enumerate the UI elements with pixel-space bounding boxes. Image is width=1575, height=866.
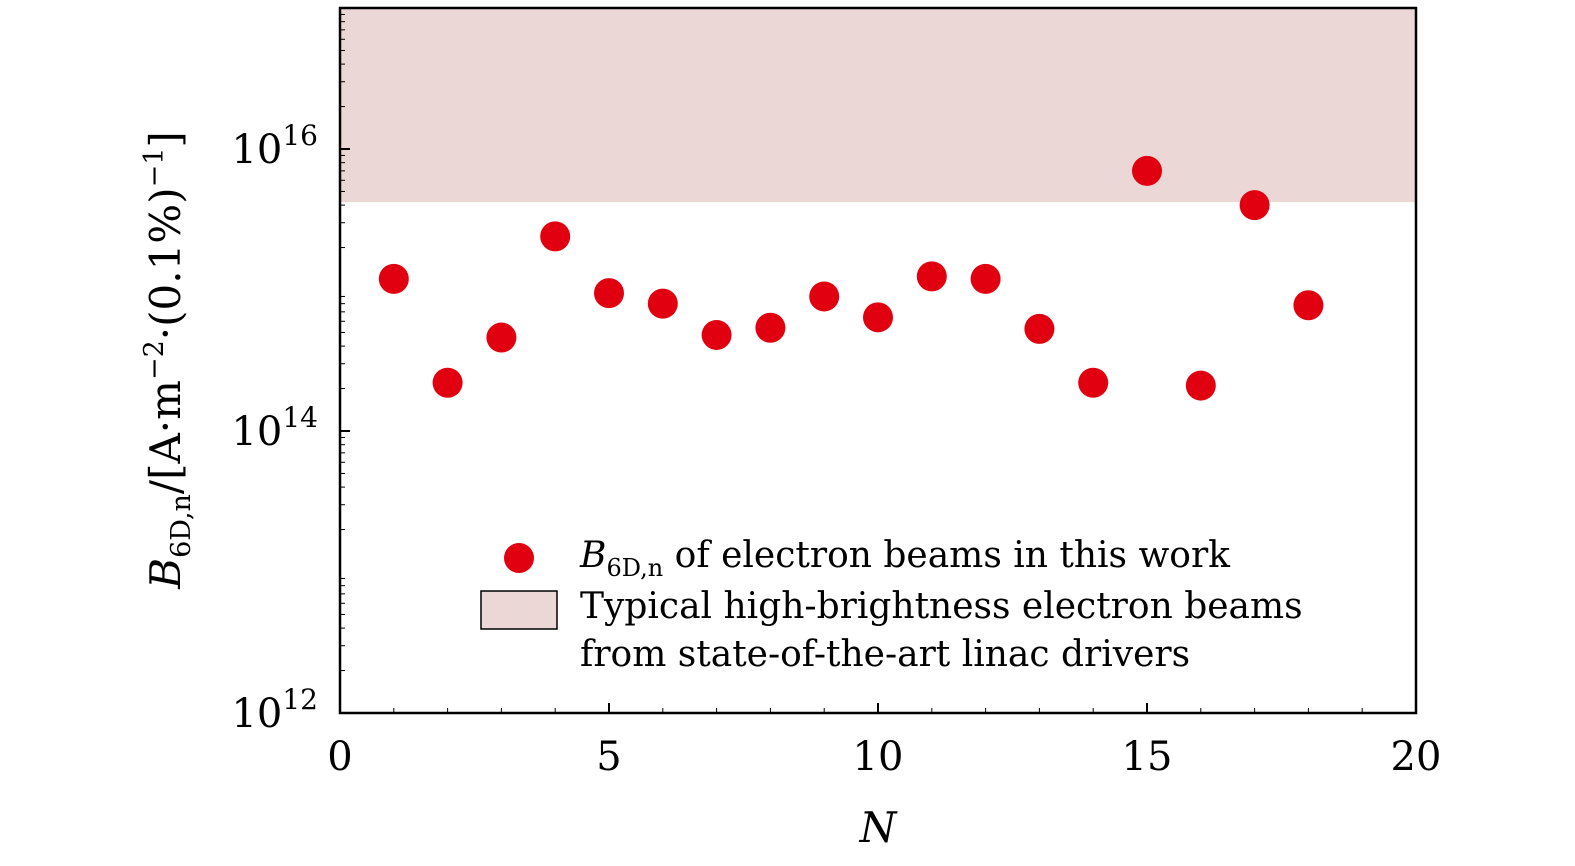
data-point [701,319,732,350]
data-point [647,288,678,319]
data-point [970,263,1001,294]
y-tick-label: 1012 [231,683,318,737]
data-point [486,322,517,353]
x-tick-label: 5 [596,734,621,780]
x-axis-title: N [859,803,898,852]
legend-item-band-line1: Typical high-brightness electron beams [580,586,1303,627]
data-point [1078,367,1109,398]
legend-marker-icon [504,543,534,573]
x-tick-label: 15 [1122,734,1173,780]
x-tick-label: 10 [853,734,904,780]
data-point [378,263,409,294]
data-point [809,281,840,312]
data-point [594,278,624,309]
legend-item-band-line2: from state-of-the-art linac drivers [580,634,1190,675]
y-tick-label: 1014 [231,401,318,455]
y-axis-ticks [340,13,350,714]
x-axis-tick-labels: 0 5 10 15 20 [327,734,1441,780]
data-point [916,261,947,292]
x-tick-label: 0 [327,734,352,780]
legend-item-points: B6D,n of electron beams in this work [579,535,1231,582]
data-point [863,302,893,333]
data-point [432,367,463,398]
x-tick-label: 20 [1391,734,1442,780]
legend-patch-icon [480,590,558,630]
y-axis-tick-labels: 1012 1014 1016 [231,119,318,737]
data-point [1293,290,1324,321]
data-point [1024,313,1055,344]
data-point [1239,190,1270,221]
x-axis-ticks [339,703,1417,713]
y-axis-title: B6D,n/[A·m−2·(0.1%)−1] [139,131,197,590]
high-brightness-band [340,8,1416,203]
legend: B6D,n of electron beams in this work Typ… [480,535,1303,675]
data-points [378,155,1324,401]
data-point [755,312,786,343]
y-tick-label: 1016 [231,119,318,173]
data-point [540,221,571,252]
data-point [1185,370,1216,401]
data-point [1132,155,1162,186]
